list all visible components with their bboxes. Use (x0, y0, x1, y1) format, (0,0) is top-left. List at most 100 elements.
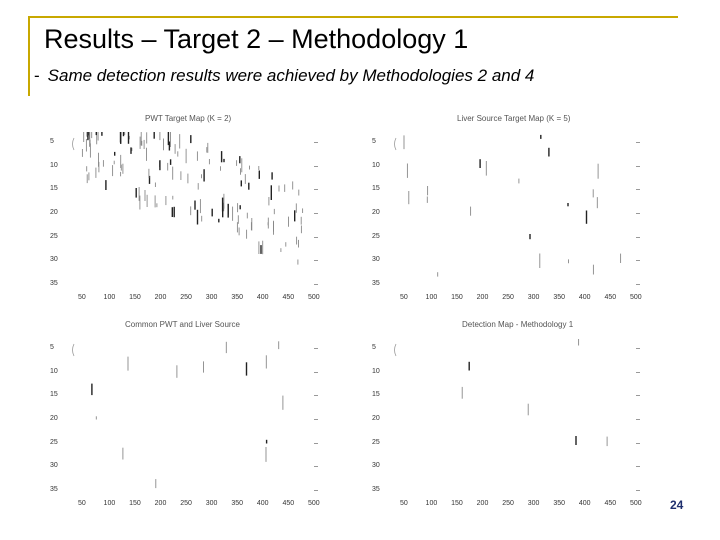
x-tick-label: 400 (256, 500, 269, 507)
x-tick-label: 150 (129, 294, 141, 301)
y-tick-label: 35 (50, 280, 58, 287)
y-tick-mark (636, 213, 640, 214)
y-tick-label: 15 (50, 391, 58, 399)
detection-marks (394, 339, 608, 447)
y-tick-mark (314, 260, 318, 262)
x-tick-label: 450 (604, 294, 617, 301)
x-tick-label: 150 (451, 500, 463, 507)
y-tick-label: 15 (372, 185, 380, 193)
y-tick-mark (636, 395, 640, 397)
y-tick-label: 30 (50, 256, 58, 264)
y-tick-mark (636, 348, 640, 349)
x-tick-label: 500 (630, 500, 642, 507)
y-tick-label: 30 (372, 462, 380, 470)
y-tick-label: 10 (50, 367, 58, 375)
y-tick-mark (314, 348, 318, 349)
x-tick-label: 300 (527, 294, 540, 301)
plot-edge-mark (72, 137, 75, 151)
x-tick-label: 300 (527, 500, 540, 507)
subtitle-text: Same detection results were achieved by … (47, 66, 535, 85)
y-tick-label: 20 (50, 415, 58, 422)
y-tick-mark (314, 236, 318, 238)
y-tick-mark (636, 419, 640, 420)
x-tick-label: 150 (451, 294, 463, 301)
y-tick-label: 10 (372, 367, 380, 375)
y-tick-mark (314, 490, 318, 491)
x-tick-label: 150 (129, 500, 141, 507)
detection-marks (394, 134, 622, 277)
x-tick-label: 100 (103, 500, 116, 507)
y-tick-label: 5 (372, 138, 376, 145)
x-tick-label: 350 (231, 294, 244, 301)
y-tick-mark (314, 284, 318, 285)
chart-title: PWT Target Map (K = 2) (145, 114, 232, 123)
page-number: 24 (670, 498, 684, 512)
y-tick-label: 10 (50, 161, 58, 169)
y-tick-mark (314, 142, 318, 143)
y-tick-mark (314, 419, 318, 420)
x-tick-label: 200 (476, 294, 489, 301)
y-tick-label: 10 (372, 161, 380, 169)
x-tick-label: 450 (604, 500, 617, 507)
y-tick-mark (314, 189, 318, 191)
detection-marks (72, 132, 304, 265)
slide-subtitle: - Same detection results were achieved by… (34, 66, 534, 86)
chart-title: Detection Map - Methodology 1 (462, 320, 574, 329)
title-frame-left (28, 18, 30, 96)
x-tick-label: 300 (205, 294, 218, 301)
y-tick-label: 15 (372, 391, 380, 399)
x-tick-label: 350 (553, 294, 566, 301)
y-tick-label: 25 (372, 232, 380, 240)
x-tick-label: 50 (400, 294, 408, 301)
title-frame-top (28, 16, 678, 18)
y-tick-label: 15 (50, 185, 58, 193)
y-tick-mark (636, 142, 640, 143)
x-tick-label: 100 (425, 294, 438, 301)
x-tick-label: 250 (180, 294, 192, 301)
x-tick-label: 50 (78, 500, 86, 507)
y-tick-mark (314, 165, 318, 167)
y-tick-label: 35 (372, 486, 380, 493)
x-tick-label: 250 (180, 500, 192, 507)
y-tick-label: 30 (372, 256, 380, 264)
y-tick-mark (314, 371, 318, 373)
x-tick-label: 100 (103, 294, 116, 301)
chart-pwt-target-map: PWT Target Map (K = 2) 5 10 15 20 25 30 35 50 10… (40, 112, 330, 312)
y-tick-mark (636, 490, 640, 491)
plot-edge-mark (72, 343, 75, 357)
x-tick-label: 450 (282, 294, 295, 301)
y-tick-mark (314, 466, 318, 468)
y-tick-label: 30 (50, 462, 58, 470)
detection-marks (72, 341, 284, 489)
x-tick-label: 250 (502, 500, 514, 507)
y-tick-mark (636, 236, 640, 238)
plot-edge-mark (394, 137, 397, 151)
x-tick-label: 200 (154, 500, 167, 507)
x-tick-label: 350 (553, 500, 566, 507)
x-tick-label: 50 (78, 294, 86, 301)
y-tick-mark (636, 189, 640, 191)
x-tick-label: 400 (578, 294, 591, 301)
y-tick-mark (314, 213, 318, 214)
bullet-dash: - (34, 66, 40, 85)
y-tick-label: 5 (50, 344, 54, 351)
y-tick-mark (636, 371, 640, 373)
y-tick-mark (314, 442, 318, 444)
y-tick-mark (636, 260, 640, 262)
y-tick-label: 25 (50, 438, 58, 446)
y-tick-label: 5 (372, 344, 376, 351)
x-tick-label: 400 (578, 500, 591, 507)
x-tick-label: 250 (502, 294, 514, 301)
x-tick-label: 200 (154, 294, 167, 301)
y-tick-label: 35 (50, 486, 58, 493)
x-tick-label: 100 (425, 500, 438, 507)
chart-common-pwt-liver-source: Common PWT and Liver Source 5 10 15 20 25 30 3… (40, 318, 330, 518)
plot-edge-mark (394, 343, 397, 357)
x-tick-label: 350 (231, 500, 244, 507)
y-tick-mark (636, 284, 640, 285)
y-tick-mark (636, 165, 640, 167)
y-tick-label: 20 (372, 209, 380, 216)
y-tick-mark (636, 466, 640, 468)
chart-title: Common PWT and Liver Source (125, 320, 241, 329)
y-tick-label: 25 (50, 232, 58, 240)
